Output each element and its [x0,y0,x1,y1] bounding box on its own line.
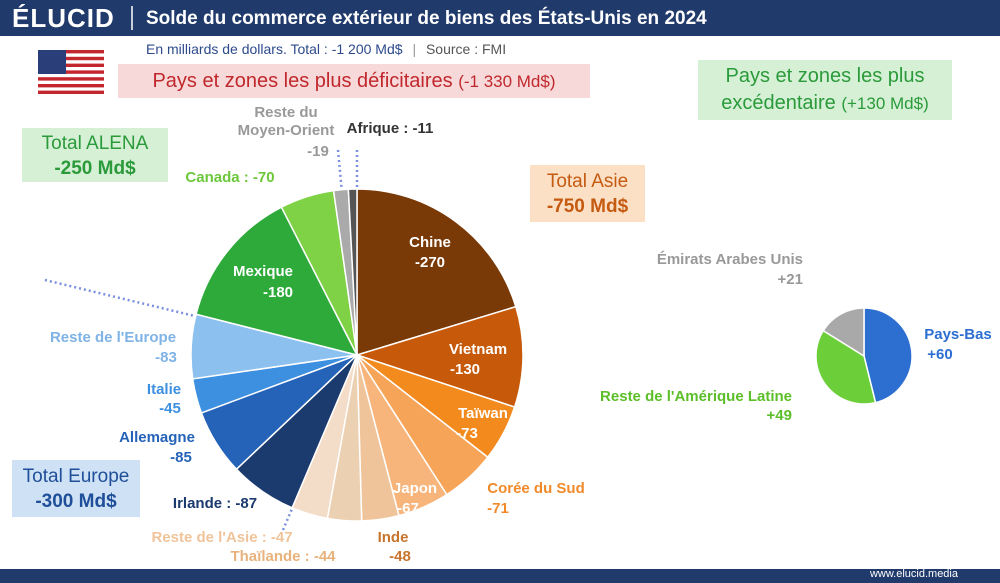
brand: ÉLUCID [12,3,115,33]
pie-slice [815,329,877,405]
header-bar [0,0,1000,36]
slice-label: Taïwan [458,405,508,422]
slice-label: -270 [414,254,446,271]
annotation-title: Total Europe [22,466,130,487]
slice-label: Irlande : -87 [172,495,258,512]
subtitle-row: En milliards de dollars. Total : -1 200 … [146,41,506,57]
slice-label: Inde [377,529,409,546]
pie-slice [195,206,359,357]
slice-label: +49 [766,407,792,424]
slice-label: -73 [456,425,478,442]
pies [190,188,913,522]
europe-box: Total Europe -300 Md$ [12,460,140,517]
alena-box: Total ALENA -250 Md$ [22,128,168,182]
pie-slice [863,307,913,404]
us-flag [38,50,104,94]
deficit-title: Pays et zones les plus déficitaires [152,70,453,92]
slice-label: Reste du Moyen-Orient [237,104,335,139]
pie-slice [354,305,524,408]
slice-label: -83 [155,349,177,366]
pie-slice [347,188,358,356]
annotation-text: -750 Md$ [546,196,629,217]
slice-label: -48 [389,548,411,565]
footer: www.elucid.media [869,568,958,580]
slice-label: -130 [449,361,481,378]
slice-label: -67 [397,500,419,517]
deficit-title-box: Pays et zones les plus déficitaires (-1 … [118,64,590,98]
annotation-title: Total Asie [546,171,629,192]
slice-label: +60 [927,346,953,363]
slice-label: Pays-Bas [924,326,992,343]
slice-label: Thaïlande : -44 [230,548,336,565]
surplus-total: (+130 Md$) [841,94,929,113]
slice-label: Chine [409,234,451,251]
slice-label: Corée du Sud [487,480,585,497]
slice-label: Allemagne [119,429,195,446]
surplus-title: Pays et zones les plus excédentaire [721,65,925,114]
slice-label: Mexique [232,263,294,280]
slice-label: -180 [262,284,294,301]
annotation-text: -250 Md$ [54,158,136,179]
slice-label: Japon [392,480,438,497]
footer-bar [0,569,1000,583]
slice-label: Reste de l'Asie : -47 [151,529,293,546]
divider: | [412,41,417,57]
slice-label: Canada : -70 [185,169,275,186]
slice-label: -45 [159,400,181,417]
slice-label: Émirats Arabes Unis [656,251,803,268]
pie-slice [356,188,517,357]
slice-label: Afrique : -11 [346,120,434,137]
slice-label: -85 [170,449,192,466]
annotation-title: Total ALENA [41,133,149,154]
slice-label: Vietnam [448,341,508,358]
slice-label: -19 [307,143,329,160]
pie-slice [822,307,865,358]
deficit-total: (-1 330 Md$) [458,72,556,91]
subtitle: En milliards de dollars. Total : -1 200 … [146,41,403,57]
slice-label: Reste de l'Amérique Latine [600,388,792,405]
asie-box: Total Asie -750 Md$ [530,165,645,222]
slice-label: +21 [777,271,803,288]
surplus-title-box: Pays et zones les plus excédentaire (+13… [698,60,952,120]
slice-label: -71 [487,500,509,517]
source: Source : FMI [425,41,507,57]
slice-label: Italie [146,381,182,398]
slice-label: Reste de l'Europe [49,329,177,346]
annotation-text: -300 Md$ [35,491,117,512]
title: Solde du commerce extérieur de biens des… [146,8,707,29]
